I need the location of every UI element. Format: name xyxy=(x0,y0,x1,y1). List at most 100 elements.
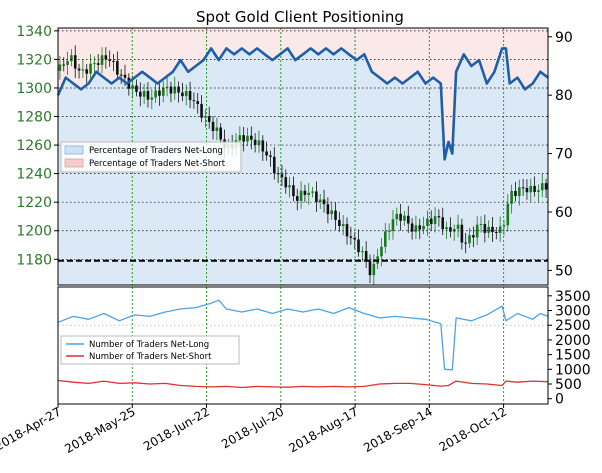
candle-body xyxy=(361,251,364,253)
candle-body xyxy=(116,61,119,75)
x-tick-label: 2018-Apr-27 xyxy=(0,404,64,453)
candle-body xyxy=(292,185,295,197)
candle-body xyxy=(353,237,356,240)
candle-body xyxy=(70,55,73,62)
candle-body xyxy=(349,236,353,238)
upper-panel-frame xyxy=(57,27,549,286)
candle-body xyxy=(380,246,383,257)
candle-body xyxy=(123,74,127,78)
upper-left-axis: 1180 1200 1220 1240 1260 1280 1300 1320 1340 xyxy=(16,24,58,268)
left-tick-label: 1280 xyxy=(16,110,52,126)
candle-body xyxy=(410,223,414,232)
candle-body xyxy=(242,135,245,142)
lower-tick-label: 0 xyxy=(555,392,564,408)
candle-body xyxy=(139,91,142,97)
left-tick-label: 1260 xyxy=(16,138,52,154)
candle-body xyxy=(391,219,395,231)
upper-legend: Percentage of Traders Net-Long Percentage… xyxy=(60,141,242,173)
candle-body xyxy=(468,235,471,244)
legend-box xyxy=(60,335,240,365)
candle-body xyxy=(472,235,475,238)
lower-tick-label: 3500 xyxy=(555,289,591,305)
legend-swatch-net-long xyxy=(64,145,84,155)
candle-body xyxy=(449,227,452,232)
candle-body xyxy=(345,224,349,237)
right-tick-label: 50 xyxy=(555,263,573,279)
lower-tick-label: 1500 xyxy=(555,348,591,364)
candle-body xyxy=(372,263,376,276)
candle-body xyxy=(204,116,207,118)
candle-body xyxy=(475,224,479,238)
candle-body xyxy=(437,216,441,218)
lower-panel-frame xyxy=(57,286,549,405)
candle-body xyxy=(89,63,92,74)
candle-body xyxy=(456,224,460,229)
candle-body xyxy=(525,187,529,193)
left-tick-label: 1300 xyxy=(16,81,52,97)
lower-series xyxy=(57,299,549,389)
candle-body xyxy=(514,191,517,197)
x-tick-label: 2018-Jun-22 xyxy=(141,404,212,453)
x-tick-label: 2018-Sep-14 xyxy=(361,404,435,455)
candle-body xyxy=(338,219,341,227)
left-tick-label: 1180 xyxy=(16,252,52,268)
upper-series xyxy=(56,47,549,161)
candle-body xyxy=(517,187,521,197)
candle-body xyxy=(62,64,66,66)
candle-body xyxy=(403,215,406,221)
legend-swatch-net-short xyxy=(64,158,84,168)
candle-body xyxy=(299,190,303,201)
right-tick-label: 60 xyxy=(555,205,573,221)
candle-body xyxy=(96,63,100,65)
candle-body xyxy=(357,239,360,253)
candle-body xyxy=(406,215,410,224)
candle-body xyxy=(510,191,513,204)
candle-body xyxy=(521,187,525,189)
candle-body xyxy=(540,183,544,191)
candle-body xyxy=(326,204,330,215)
lower-tick-label: 500 xyxy=(555,377,582,393)
legend-label-net-short: Number of Traders Net-Short xyxy=(89,352,212,362)
candle-body xyxy=(158,90,161,96)
candle-body xyxy=(58,64,62,71)
candle-body xyxy=(131,85,134,89)
candle-body xyxy=(544,183,548,190)
candle-body xyxy=(418,225,422,230)
chart-title: Spot Gold Client Positioning xyxy=(196,8,404,26)
candle-body xyxy=(506,203,510,226)
candle-body xyxy=(188,91,192,101)
x-tick-label: 2018-Jul-20 xyxy=(219,404,286,451)
candle-body xyxy=(433,216,437,225)
candle-body xyxy=(284,177,288,188)
candle-body xyxy=(169,86,173,94)
candle-body xyxy=(307,192,311,195)
candle-body xyxy=(161,87,165,96)
candle-body xyxy=(445,227,448,230)
candle-body xyxy=(93,63,96,65)
lower-tick-label: 3000 xyxy=(555,304,591,320)
candle-body xyxy=(135,85,138,92)
net-long-percent-line xyxy=(56,47,549,161)
candle-body xyxy=(104,55,108,60)
candle-body xyxy=(265,151,268,156)
candle-body xyxy=(238,135,242,141)
candle-body xyxy=(495,232,498,234)
candle-body xyxy=(261,140,265,152)
candlesticks xyxy=(58,45,548,285)
lower-tick-label: 1000 xyxy=(555,362,591,378)
candle-body xyxy=(112,60,115,62)
candle-body xyxy=(479,224,483,226)
candle-body xyxy=(253,139,257,145)
candle-body xyxy=(429,218,433,225)
candle-body xyxy=(334,210,337,220)
candle-body xyxy=(100,55,104,65)
candle-body xyxy=(257,140,261,145)
candle-body xyxy=(211,121,215,132)
upper-right-axis: 50 60 70 80 90 xyxy=(548,30,573,279)
x-tick-label: 2018-Oct-12 xyxy=(437,404,509,454)
upper-frame xyxy=(57,27,549,286)
left-tick-label: 1340 xyxy=(16,24,52,40)
candle-body xyxy=(483,224,487,233)
x-tick-label: 2018-Aug-17 xyxy=(286,404,360,455)
